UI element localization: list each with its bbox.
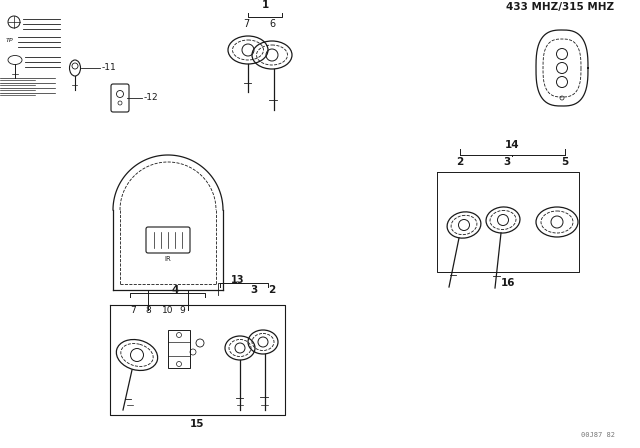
Text: 15: 15 <box>189 419 204 429</box>
Text: 6: 6 <box>269 19 275 29</box>
Text: 3: 3 <box>504 157 511 167</box>
Text: 433 MHZ/315 MHZ: 433 MHZ/315 MHZ <box>506 2 614 12</box>
Text: 4: 4 <box>172 285 179 295</box>
Text: -11: -11 <box>102 64 116 73</box>
Text: 13: 13 <box>231 275 244 285</box>
Text: 7: 7 <box>243 19 249 29</box>
Bar <box>168 330 190 368</box>
Text: 14: 14 <box>505 140 519 150</box>
Text: 9: 9 <box>179 306 185 315</box>
Text: TP: TP <box>6 38 14 43</box>
Text: 16: 16 <box>500 278 515 288</box>
Text: 1: 1 <box>261 0 269 10</box>
Text: 00J87 82: 00J87 82 <box>581 432 615 438</box>
Text: 10: 10 <box>163 306 173 315</box>
Text: 7: 7 <box>130 306 136 315</box>
Text: 8: 8 <box>145 306 151 315</box>
Text: 5: 5 <box>561 157 568 167</box>
Text: 3: 3 <box>250 285 258 295</box>
Text: -12: -12 <box>144 94 159 103</box>
Text: 2: 2 <box>456 157 463 167</box>
Text: IR: IR <box>164 256 172 262</box>
Text: 2: 2 <box>268 285 276 295</box>
